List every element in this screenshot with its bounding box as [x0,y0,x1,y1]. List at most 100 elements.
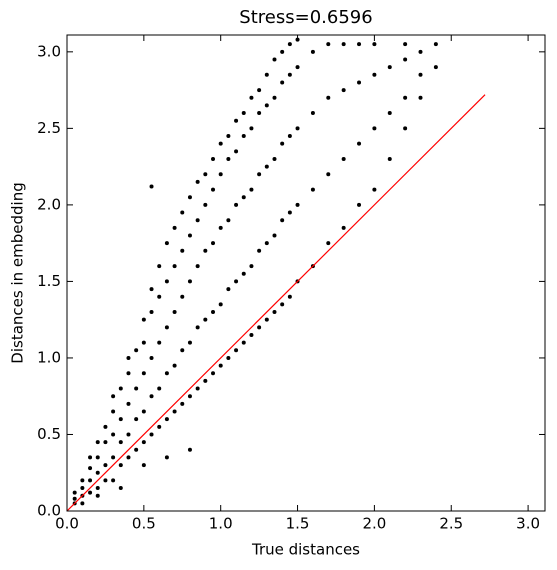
point [234,348,239,353]
point [418,49,423,54]
point [287,210,292,215]
point [249,264,254,269]
point [211,156,216,161]
point [272,95,277,100]
x-tick-label: 2.5 [439,515,463,533]
point [357,202,362,207]
point [203,317,208,322]
point [118,486,123,491]
point [141,340,146,345]
point [88,466,93,471]
point [326,95,331,100]
point [172,264,177,269]
point [249,95,254,100]
point [126,455,131,460]
point [172,363,177,368]
point [149,184,154,189]
point [403,126,408,131]
point [287,294,292,299]
point [280,141,285,146]
point [126,371,131,376]
point [241,111,246,116]
point [111,409,116,414]
point [187,195,192,200]
point [249,126,254,131]
y-axis-label: Distances in embedding [9,182,27,363]
x-axis-label: True distances [251,541,360,559]
point [157,340,162,345]
point [264,72,269,77]
point [164,279,169,284]
point [126,432,131,437]
point [203,248,208,253]
point [403,57,408,62]
point [111,432,116,437]
point [164,325,169,330]
point [326,42,331,47]
point [287,72,292,77]
point [234,149,239,154]
point [157,386,162,391]
x-tick-label: 1.5 [286,515,310,533]
point [218,363,223,368]
point [95,493,100,498]
point [310,111,315,116]
point [211,310,216,315]
point [141,371,146,376]
point [118,440,123,445]
point [295,126,300,131]
point [372,126,377,131]
point [433,65,438,70]
chart-title: Stress=0.6596 [239,7,372,28]
point [95,486,100,491]
point [211,371,216,376]
point [226,218,231,223]
point [280,80,285,85]
point [118,417,123,422]
point [195,264,200,269]
point [257,111,262,116]
point [203,202,208,207]
point [118,463,123,468]
point [372,72,377,77]
point [226,134,231,139]
point [149,432,154,437]
point [95,455,100,460]
point [180,210,185,215]
point [72,490,77,495]
point [187,233,192,238]
point [418,72,423,77]
x-tick-label: 3.0 [516,515,540,533]
point [180,294,185,299]
point [310,49,315,54]
point [164,371,169,376]
point [172,310,177,315]
point [211,241,216,246]
point [295,65,300,70]
point [211,187,216,192]
point [141,317,146,322]
point [257,172,262,177]
point [126,401,131,406]
point [195,218,200,223]
point [149,355,154,360]
point [141,409,146,414]
point [241,271,246,276]
y-tick-label: 0.0 [37,502,61,520]
point [357,80,362,85]
point [187,279,192,284]
point [195,325,200,330]
point [295,202,300,207]
point [418,95,423,100]
point [218,302,223,307]
point [72,496,77,501]
point [88,490,93,495]
reference-line [66,94,486,512]
point [287,42,292,47]
point [310,187,315,192]
plot-frame [66,34,546,512]
point [264,164,269,169]
point [157,424,162,429]
point [341,42,346,47]
